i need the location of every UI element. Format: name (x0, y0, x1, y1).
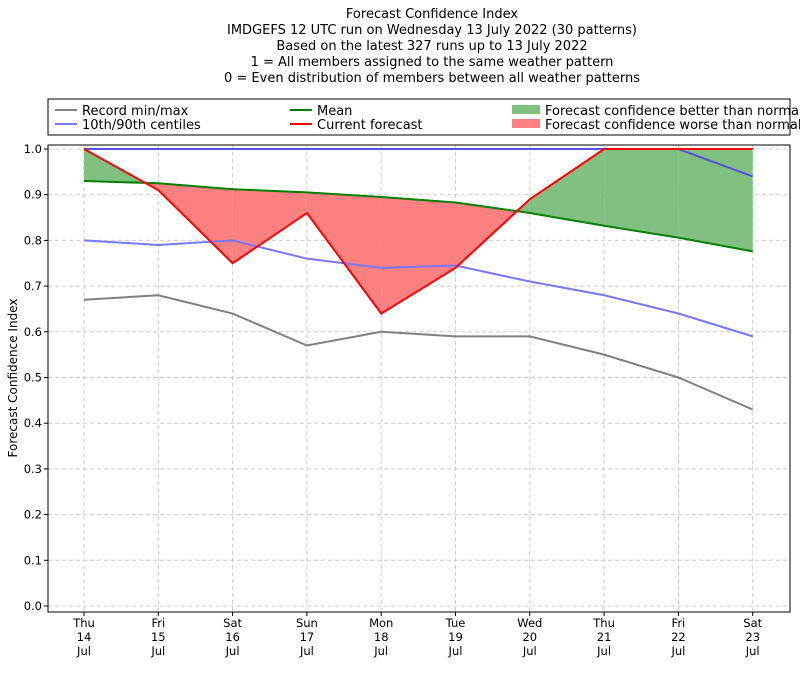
x-tick-label: 15 (151, 630, 166, 644)
chart-title: Forecast Confidence Index (346, 7, 518, 22)
legend-label: Record min/max (82, 104, 189, 119)
x-tick-label: Jul (670, 644, 685, 658)
x-tick-label: Jul (373, 644, 388, 658)
legend-swatch (512, 105, 540, 114)
x-tick-label: Thu (592, 616, 615, 630)
series-line-record-min (83, 294, 754, 411)
plot-frame (47, 144, 791, 613)
series-line-10th-centile (83, 239, 753, 338)
x-tick-label: Jul (596, 644, 611, 658)
y-tick-label: 0.4 (24, 416, 42, 430)
legend-label: Forecast confidence better than normal (545, 104, 800, 119)
x-tick-label: Jul (522, 644, 537, 658)
x-tick-label: Jul (299, 644, 314, 658)
worse-fill (381, 196, 456, 314)
x-tick-label: Sun (296, 616, 318, 630)
y-tick-label: 0.0 (24, 599, 42, 613)
x-tick-label: Jul (225, 644, 240, 658)
y-axis-label: Forecast Confidence Index (6, 299, 20, 458)
x-tick-label: Sat (223, 616, 242, 630)
y-tick-label: 0.1 (24, 553, 42, 567)
worse-fill (306, 192, 382, 314)
x-tick-label: Jul (745, 644, 760, 658)
better-fill (529, 149, 605, 226)
x-tick-label: 19 (448, 630, 463, 644)
x-tick-label: 22 (671, 630, 686, 644)
chart-subtitle: 1 = All members assigned to the same wea… (251, 55, 614, 70)
y-tick-label: 0.2 (24, 508, 42, 522)
y-tick-label: 0.8 (24, 233, 42, 247)
worse-fill (455, 202, 517, 268)
worse-fill (232, 189, 307, 264)
x-tick-label: 21 (597, 630, 612, 644)
legend-label: Forecast confidence worse than normal (545, 118, 800, 133)
better-fill (678, 149, 753, 252)
x-tick-label: 17 (300, 630, 315, 644)
legend-label: Mean (317, 104, 352, 119)
x-tick-label: 18 (374, 630, 389, 644)
y-tick-label: 0.3 (24, 462, 42, 476)
chart-subtitle: 0 = Even distribution of members between… (224, 71, 640, 86)
y-tick-label: 0.9 (24, 188, 42, 202)
x-tick-label: Tue (445, 616, 466, 630)
legend-label: Current forecast (317, 118, 423, 133)
better-fill (604, 149, 679, 238)
x-tick-label: Sat (743, 616, 762, 630)
x-tick-label: 20 (522, 630, 537, 644)
x-tick-label: Mon (369, 616, 393, 630)
y-tick-label: 0.6 (24, 325, 42, 339)
x-tick-label: Jul (76, 644, 91, 658)
x-tick-label: Wed (517, 616, 542, 630)
x-tick-label: Jul (448, 644, 463, 658)
x-tick-label: 14 (77, 630, 92, 644)
y-tick-label: 0.5 (24, 371, 42, 385)
worse-fill (158, 183, 233, 264)
x-tick-label: 23 (745, 630, 760, 644)
x-tick-label: 16 (225, 630, 240, 644)
chart-subtitle: Based on the latest 327 runs up to 13 Ju… (276, 39, 587, 54)
x-tick-label: Thu (72, 616, 95, 630)
x-tick-label: Fri (151, 616, 165, 630)
legend-label: 10th/90th centiles (82, 118, 201, 133)
y-tick-label: 1.0 (24, 142, 42, 156)
y-tick-label: 0.7 (24, 279, 42, 293)
chart-subtitle: IMDGEFS 12 UTC run on Wednesday 13 July … (227, 23, 637, 38)
legend-box (47, 98, 791, 136)
series-line-current-forecast (83, 148, 753, 315)
legend-swatch (512, 119, 540, 128)
x-tick-label: Fri (672, 616, 686, 630)
series-line-mean (83, 179, 753, 253)
x-tick-label: Jul (150, 644, 165, 658)
